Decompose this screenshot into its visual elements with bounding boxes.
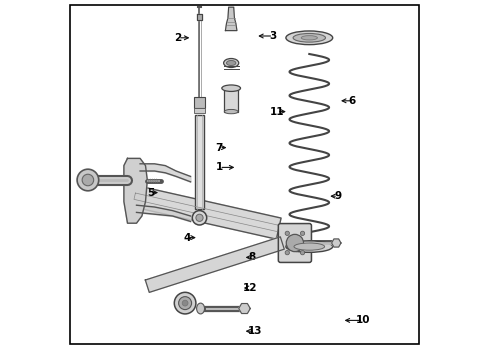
Text: 2: 2 — [174, 33, 181, 43]
Ellipse shape — [223, 59, 238, 68]
Text: 8: 8 — [247, 252, 255, 262]
Circle shape — [182, 300, 187, 306]
Ellipse shape — [285, 31, 332, 45]
FancyBboxPatch shape — [194, 108, 204, 113]
Circle shape — [285, 234, 303, 252]
Text: 3: 3 — [269, 31, 276, 41]
Text: 5: 5 — [147, 188, 154, 198]
Text: 13: 13 — [247, 326, 262, 336]
Ellipse shape — [293, 243, 324, 250]
Circle shape — [82, 174, 94, 186]
Polygon shape — [145, 237, 284, 292]
Circle shape — [77, 169, 99, 191]
Text: 7: 7 — [215, 143, 223, 153]
FancyBboxPatch shape — [224, 88, 238, 112]
Circle shape — [285, 251, 289, 255]
Ellipse shape — [301, 36, 317, 40]
Text: 1: 1 — [215, 162, 223, 172]
Circle shape — [174, 292, 196, 314]
FancyBboxPatch shape — [278, 224, 311, 262]
Circle shape — [300, 251, 304, 255]
Circle shape — [178, 297, 191, 310]
FancyBboxPatch shape — [194, 115, 204, 209]
Ellipse shape — [224, 109, 238, 114]
FancyBboxPatch shape — [193, 97, 205, 108]
Circle shape — [196, 214, 203, 221]
Text: 4: 4 — [183, 233, 190, 243]
Polygon shape — [123, 158, 147, 223]
Text: 11: 11 — [269, 107, 284, 117]
Text: 9: 9 — [334, 191, 341, 201]
Text: 10: 10 — [355, 315, 370, 325]
Text: 6: 6 — [348, 96, 355, 106]
Circle shape — [300, 231, 304, 235]
Polygon shape — [225, 7, 237, 31]
Ellipse shape — [292, 33, 325, 42]
Circle shape — [192, 211, 206, 225]
Ellipse shape — [285, 241, 332, 252]
Polygon shape — [132, 186, 281, 239]
Polygon shape — [197, 14, 202, 20]
Ellipse shape — [222, 85, 240, 91]
Circle shape — [285, 231, 289, 235]
Polygon shape — [331, 239, 340, 247]
Text: 12: 12 — [242, 283, 257, 293]
Ellipse shape — [196, 303, 204, 314]
Polygon shape — [238, 303, 250, 314]
Ellipse shape — [226, 60, 235, 66]
